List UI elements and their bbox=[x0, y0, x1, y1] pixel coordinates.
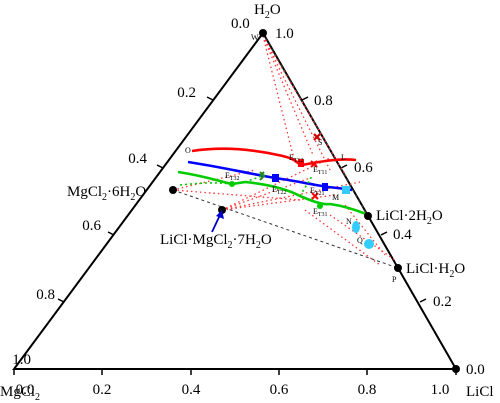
point-label-et11: ET11 bbox=[313, 165, 327, 176]
bottom-tick-3: 0.6 bbox=[270, 382, 289, 398]
left-tick-5: 1.0 bbox=[12, 352, 31, 368]
invariant-markers bbox=[229, 133, 374, 249]
right-axis-ticks bbox=[301, 96, 427, 303]
bottom-tick-5: 1.0 bbox=[431, 382, 450, 398]
point-label-m: M bbox=[332, 193, 339, 202]
left-tick-4: 0.8 bbox=[36, 287, 55, 303]
right-tick-3: 0.4 bbox=[393, 227, 412, 243]
left-axis-ticks bbox=[57, 96, 214, 303]
triangle-frame bbox=[12, 31, 458, 370]
label-licl-2h2o: LiCl·2H2O bbox=[376, 208, 443, 227]
point-label-p: P bbox=[392, 275, 397, 284]
point-label-et12: ET12 bbox=[289, 153, 304, 164]
green-isotherm-curve bbox=[177, 170, 367, 216]
point-label-et22: ET22 bbox=[272, 185, 287, 196]
bottom-tick-2: 0.4 bbox=[182, 382, 201, 398]
point-label-et32: ET32 bbox=[225, 171, 240, 182]
point-label-q: Q bbox=[357, 236, 363, 245]
apex-label-licl: LiCl bbox=[466, 384, 494, 400]
right-tick-4: 0.2 bbox=[433, 294, 452, 310]
point-label-et31: ET31 bbox=[313, 207, 328, 218]
red-isotherm-curve bbox=[191, 147, 357, 167]
bottom-tick-1: 0.2 bbox=[93, 382, 112, 398]
label-licl-h2o: LiCl·H2O bbox=[406, 261, 465, 280]
point-label-et21: ET21 bbox=[310, 186, 325, 197]
right-tick-0: 1.0 bbox=[275, 26, 294, 42]
apex-label-h2o: H2O bbox=[254, 2, 281, 21]
point-label-o: O bbox=[185, 146, 191, 155]
composition-joins bbox=[172, 32, 399, 269]
double-salt-arrow bbox=[211, 210, 224, 233]
label-mgcl2-6h2o: MgCl2·6H2O bbox=[67, 184, 146, 203]
green-isotherm-extension bbox=[179, 174, 313, 197]
point-label-n: N bbox=[346, 217, 352, 226]
apex-label-mgcl2: MgCl2 bbox=[0, 384, 40, 403]
right-tick-5: 0.0 bbox=[466, 362, 485, 378]
point-label-w: W bbox=[251, 33, 259, 42]
bottom-tick-0: 0.0 bbox=[16, 382, 35, 398]
left-tick-0: 0.0 bbox=[231, 16, 250, 32]
bottom-tick-4: 0.8 bbox=[358, 382, 377, 398]
left-tick-2: 0.4 bbox=[128, 151, 147, 167]
right-tick-1: 0.8 bbox=[314, 93, 333, 109]
left-tick-3: 0.6 bbox=[82, 218, 101, 234]
right-tick-2: 0.6 bbox=[354, 160, 373, 176]
point-label-l: L bbox=[341, 153, 346, 162]
point-label-s: S bbox=[318, 138, 322, 147]
left-tick-1: 0.2 bbox=[177, 85, 196, 101]
blue-isotherm-curve bbox=[187, 160, 353, 192]
label-double-salt: LiCl·MgCl2·7H2O bbox=[160, 232, 272, 251]
